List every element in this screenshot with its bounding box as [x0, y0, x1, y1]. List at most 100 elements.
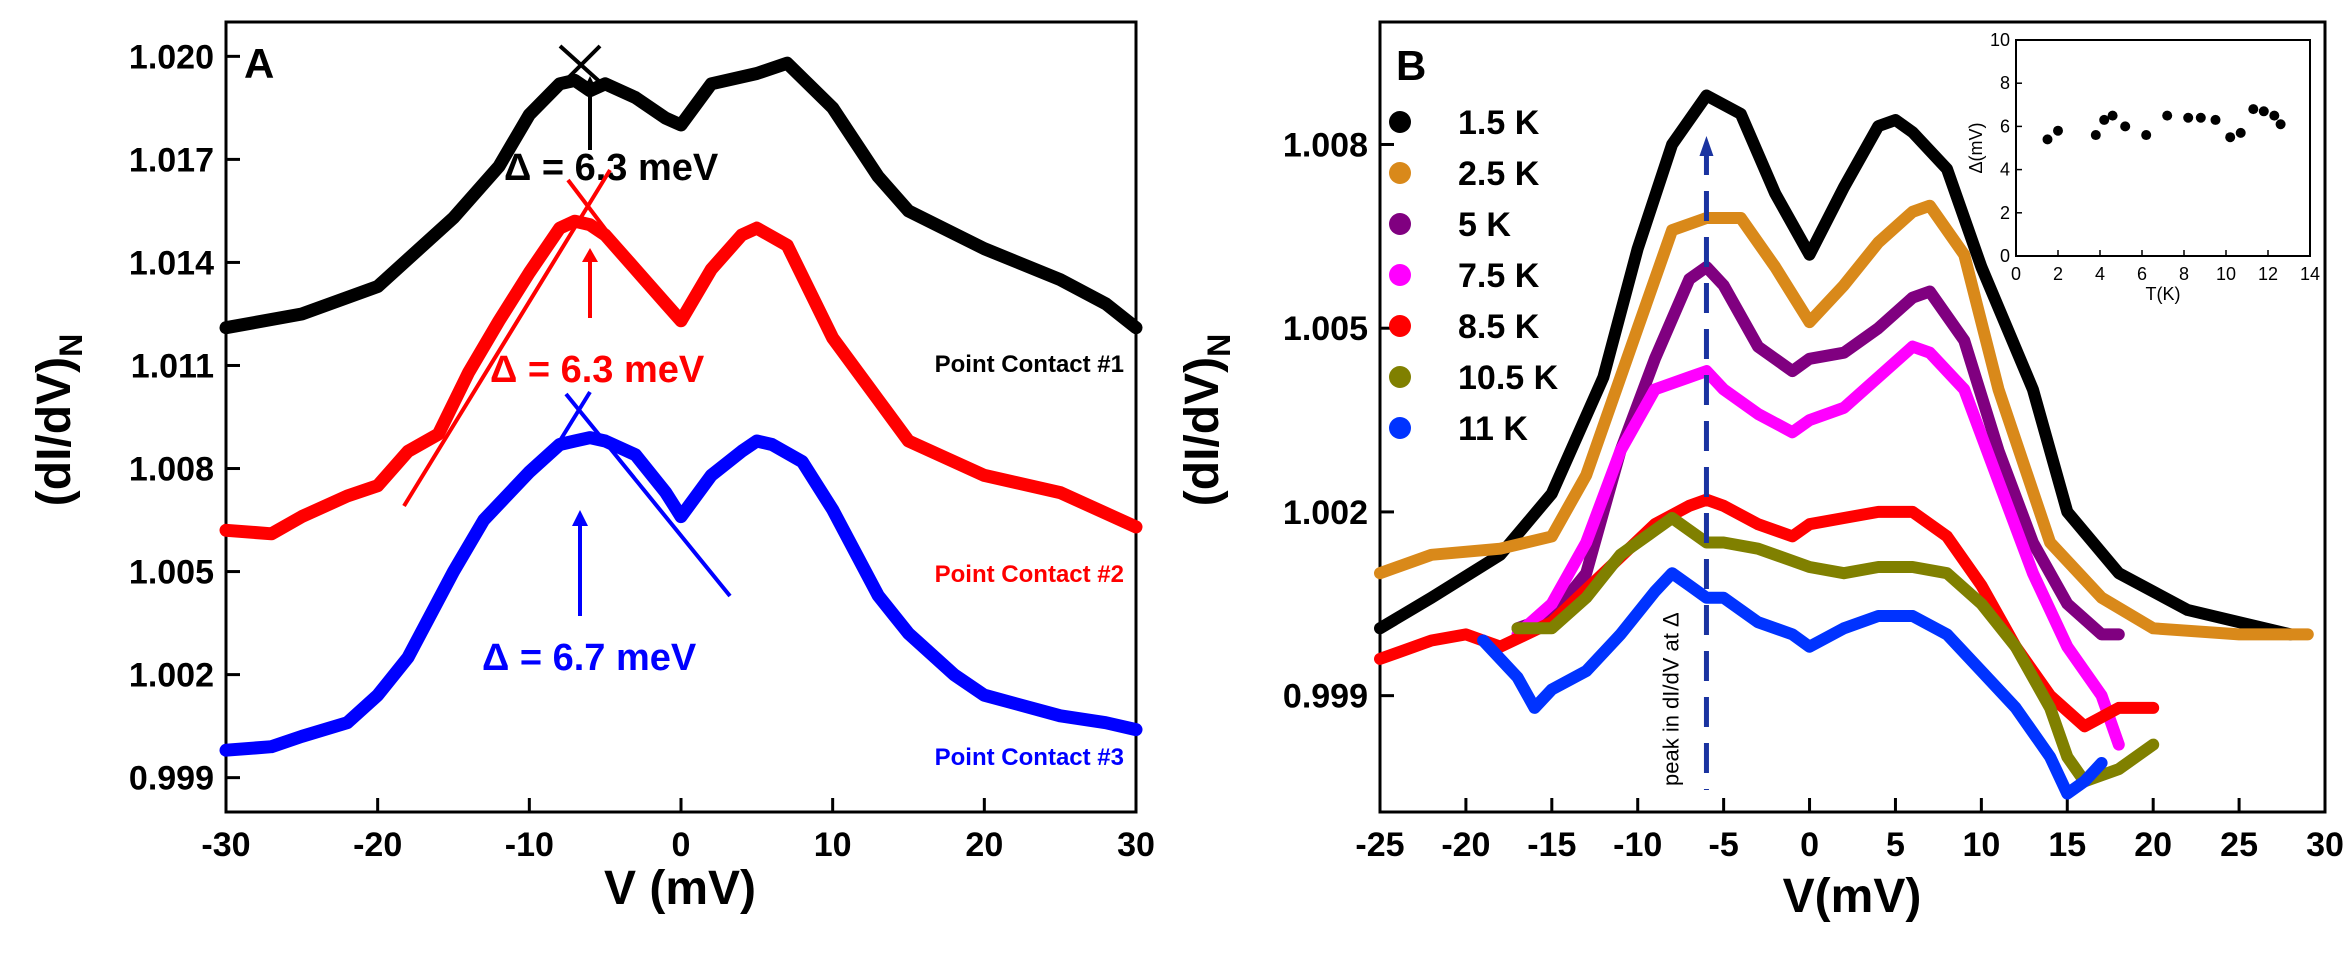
panel-b-x-tick-label: 5 — [1886, 826, 1905, 864]
inset-point — [2053, 125, 2063, 136]
inset-point — [2195, 112, 2206, 123]
legend-marker-5-k — [1389, 213, 1411, 235]
peak-vline: peak in dI/dV at Δ — [1658, 136, 1714, 790]
svg-text:(dI/dV)N: (dI/dV)N — [1176, 334, 1237, 506]
series-line-1-5-k — [1374, 89, 2297, 641]
panel-b-legend: 1.5 K 2.5 K 5 K 7.5 K 8.5 K 10.5 K 11 K — [1389, 104, 1559, 448]
inset-y-tick-label: 0 — [2000, 246, 2010, 266]
panel-a-label: A — [244, 40, 274, 87]
panel-b-x-tick-label: -20 — [1441, 826, 1490, 864]
panel-a-x-tick-label: -30 — [201, 826, 250, 864]
panel-a-x-tick-label: 10 — [814, 826, 852, 864]
peak-arrowhead — [1699, 136, 1714, 156]
delta-label-pc2: Δ = 6.3 meV — [490, 349, 705, 391]
panel-a-y-axis-label: (dI/dV)N — [28, 334, 89, 506]
panel-b-label: B — [1396, 42, 1426, 89]
panel-b-series — [1374, 89, 2314, 800]
series-line-7-5-k — [1511, 340, 2125, 751]
series-line-point-contact-1 — [219, 56, 1143, 335]
inset-y-tick-label: 2 — [2000, 203, 2010, 223]
panel-b-x-tick-label: 0 — [1800, 826, 1819, 864]
panel-b: B -25 -20 -15 -10 -5 0 5 10 15 20 25 300.9991.0021.… — [1176, 20, 2344, 923]
panel-b-x-axis-label: V(mV) — [1783, 870, 1922, 923]
panel-b-x-tick-label: -10 — [1613, 826, 1662, 864]
panel-b-x-tick-label: -5 — [1709, 826, 1739, 864]
delta-arrowhead-pc2 — [582, 248, 598, 262]
panel-a-y-tick-label: 1.002 — [129, 657, 214, 695]
series-label-pc2: Point Contact #2 — [935, 561, 1124, 588]
panel-b-y-axis-label-main: (dI/dV) — [1176, 357, 1229, 506]
panel-a-axis-ticks: -30 -20 -10 0 10 20 30 0.999 1.002 1.005 1.008 1.01… — [129, 38, 1155, 864]
inset-frame — [2015, 39, 2311, 257]
inset-x-tick-label: 10 — [2216, 264, 2236, 284]
panel-a-y-axis-label-main: (dI/dV) — [28, 357, 81, 506]
inset-point — [2099, 114, 2110, 125]
inset-point — [2120, 121, 2131, 132]
panel-b-x-tick-label: -15 — [1527, 826, 1576, 864]
inset-x-tick-label: 2 — [2053, 264, 2063, 284]
panel-a-x-tick-label: 0 — [672, 826, 691, 864]
panel-b-frame — [1378, 20, 2327, 814]
panel-a-x-tick-label: 20 — [965, 826, 1003, 864]
delta-label-pc3: Δ = 6.7 meV — [482, 637, 697, 679]
panel-b-axis-ticks: -25 -20 -15 -10 -5 0 5 10 15 20 25 300.9991.0021.00… — [1283, 126, 2344, 864]
inset-point — [2141, 130, 2152, 141]
panel-b-y-tick-label: 1.008 — [1283, 126, 1368, 164]
series-line-10-5-k — [1511, 512, 2160, 788]
inset-point — [2210, 114, 2221, 125]
inset-x-tick-label: 8 — [2179, 264, 2189, 284]
legend-label-7-5-k: 7.5 K — [1458, 257, 1540, 295]
panel-b-x-tick-label: 15 — [2048, 826, 2086, 864]
panel-b-y-tick-label: 1.005 — [1283, 310, 1368, 348]
inset-x-tick-label: 14 — [2300, 264, 2320, 284]
panel-a-annotations: Δ = 6.3 meV Δ = 6.3 meV Δ = 6.7 meV Poin… — [402, 44, 1124, 771]
tangent-line-pc3-left — [546, 390, 592, 462]
inset-point — [2162, 110, 2173, 121]
panel-b-y-axis-label: (dI/dV)N — [1176, 334, 1237, 506]
panel-a-x-axis-label: V (mV) — [604, 862, 756, 915]
panel-b-x-tick-label: -25 — [1355, 826, 1404, 864]
inset-x-tick-label: 6 — [2137, 264, 2147, 284]
svg-text:(dI/dV)N: (dI/dV)N — [28, 334, 89, 506]
inset-point — [2248, 104, 2259, 115]
tangent-line-pc1-right — [564, 44, 602, 82]
inset-point — [2090, 130, 2101, 141]
legend-label-8-5-k: 8.5 K — [1458, 308, 1540, 346]
peak-label: peak in dI/dV at Δ — [1658, 612, 1683, 786]
inset-x-tick-label: 12 — [2258, 264, 2278, 284]
panel-b-y-axis-label-sub: N — [1201, 334, 1237, 357]
inset-x-tick-label: 4 — [2095, 264, 2105, 284]
series-line-point-contact-3 — [219, 431, 1143, 757]
panel-a-x-tick-label: 30 — [1117, 826, 1155, 864]
panel-a-x-tick-label: -20 — [353, 826, 402, 864]
panel-b-y-tick-label: 1.002 — [1283, 494, 1368, 532]
panel-a-series — [219, 56, 1143, 757]
inset-point — [2235, 127, 2246, 138]
inset-x-tick-label: 0 — [2011, 264, 2021, 284]
inset-y-tick-label: 4 — [2000, 160, 2010, 180]
legend-marker-8-5-k — [1389, 315, 1411, 337]
panel-a-y-axis-label-sub: N — [53, 334, 89, 357]
panel-a-y-tick-label: 1.008 — [129, 451, 214, 489]
legend-label-11-k: 11 K — [1458, 410, 1528, 448]
inset-point — [2183, 112, 2194, 123]
panel-a-y-tick-label: 1.017 — [129, 141, 214, 179]
panel-a-y-tick-label: 1.014 — [129, 244, 214, 282]
legend-label-5-k: 5 K — [1458, 206, 1511, 244]
inset-y-tick-label: 8 — [2000, 73, 2010, 93]
legend-marker-11-k — [1389, 417, 1411, 439]
panel-a: A -30 -20 -10 0 10 20 30 0.999 1.002 1.005 1.008 1.… — [28, 20, 1155, 915]
inset-points — [2042, 104, 2286, 145]
inset-point — [2275, 119, 2286, 130]
inset-y-axis-label: Δ(mV) — [1966, 122, 1986, 173]
series-label-pc3: Point Contact #3 — [935, 744, 1124, 771]
tangent-line-pc3-right — [564, 392, 732, 598]
panel-a-y-tick-label: 0.999 — [129, 760, 214, 798]
series-line-2-5-k — [1374, 199, 2314, 641]
legend-marker-2-5-k — [1389, 162, 1411, 184]
series-line-point-contact-2 — [219, 214, 1143, 541]
inset-point — [2107, 110, 2118, 121]
delta-arrowhead-pc1 — [582, 76, 598, 92]
legend-label-1-5-k: 1.5 K — [1458, 104, 1540, 142]
